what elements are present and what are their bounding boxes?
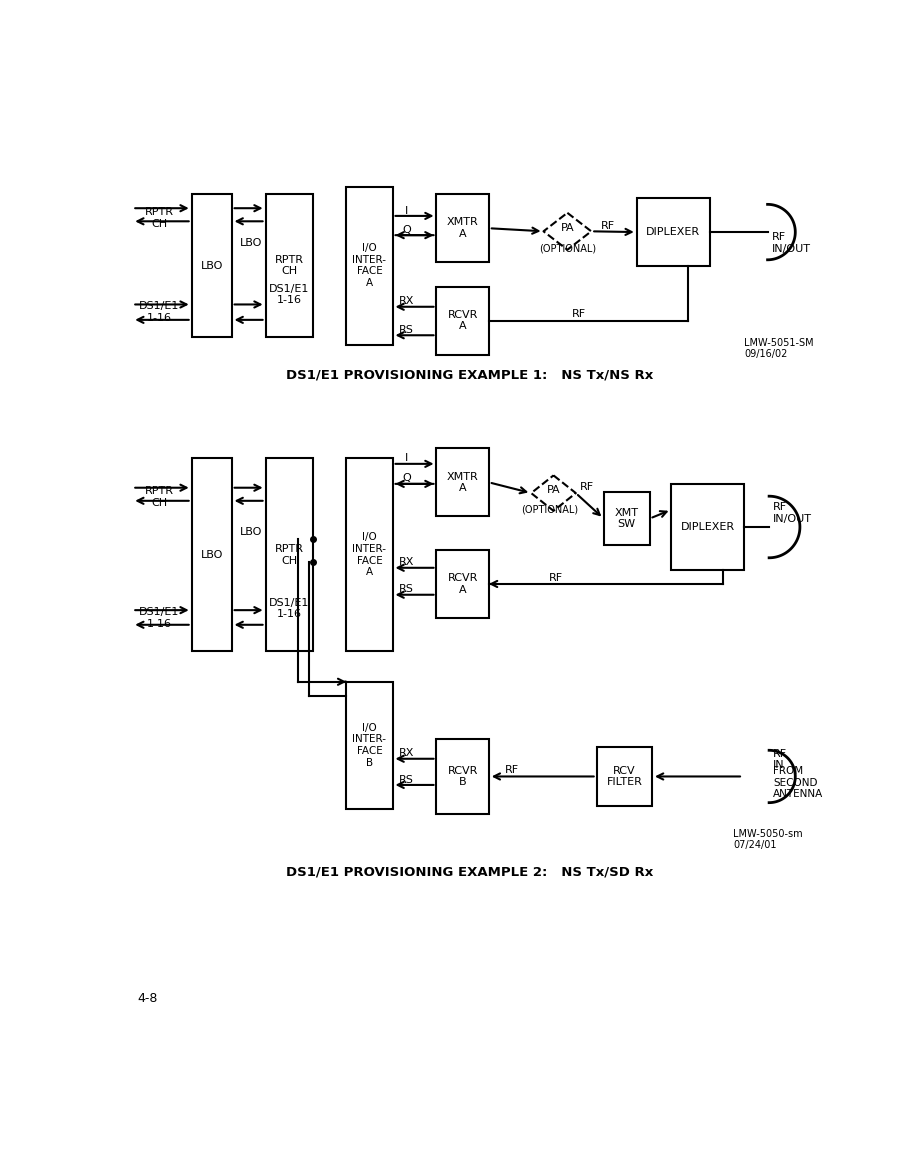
Text: PA: PA	[547, 485, 560, 495]
Text: RCVR
B: RCVR B	[447, 766, 478, 787]
Text: I: I	[404, 454, 408, 463]
Text: FROM
SECOND
ANTENNA: FROM SECOND ANTENNA	[773, 766, 823, 800]
Bar	[266, 459, 314, 651]
Text: RF: RF	[602, 221, 615, 230]
Bar	[603, 492, 650, 545]
Text: I/O
INTER-
FACE
A: I/O INTER- FACE A	[352, 532, 386, 577]
Text: RPTR
CH: RPTR CH	[275, 544, 304, 566]
Bar	[347, 459, 392, 651]
Text: RS: RS	[399, 584, 414, 595]
Bar	[436, 739, 489, 814]
Bar	[192, 459, 232, 651]
Text: LBO: LBO	[201, 549, 223, 560]
Text: Q: Q	[402, 225, 411, 235]
Text: DIPLEXER: DIPLEXER	[680, 521, 735, 532]
Text: RF
IN/OUT: RF IN/OUT	[771, 232, 811, 254]
Bar	[347, 682, 392, 809]
Text: DS1/E1
1-16: DS1/E1 1-16	[270, 598, 310, 619]
Text: 4-8: 4-8	[138, 993, 158, 1006]
Bar	[192, 194, 232, 336]
Text: LBO: LBO	[201, 261, 223, 270]
Text: XMTR
A: XMTR A	[447, 471, 479, 494]
Text: RX: RX	[399, 297, 414, 306]
Text: DS1/E1
1-16: DS1/E1 1-16	[139, 608, 180, 629]
Text: XMT
SW: XMT SW	[614, 508, 638, 530]
Bar	[636, 198, 710, 265]
Text: XMTR
A: XMTR A	[447, 218, 479, 239]
Text: RPTR
CH: RPTR CH	[145, 207, 173, 229]
Text: DS1/E1
1-16: DS1/E1 1-16	[139, 301, 180, 322]
Text: LMW-5051-SM
09/16/02: LMW-5051-SM 09/16/02	[745, 338, 814, 360]
Text: I: I	[404, 206, 408, 215]
Text: RPTR
CH: RPTR CH	[145, 487, 173, 508]
Text: RF: RF	[505, 765, 519, 775]
Text: I/O
INTER-
FACE
A: I/O INTER- FACE A	[352, 243, 386, 288]
Text: RS: RS	[399, 774, 414, 785]
Text: RF
IN: RF IN	[773, 748, 787, 771]
Bar	[436, 448, 489, 516]
Bar	[597, 747, 652, 805]
Text: RF
IN/OUT: RF IN/OUT	[773, 503, 812, 524]
Text: LBO: LBO	[239, 237, 262, 248]
Bar	[436, 551, 489, 618]
Text: RF: RF	[580, 482, 594, 492]
Text: DS1/E1
1-16: DS1/E1 1-16	[270, 284, 310, 305]
Text: (OPTIONAL): (OPTIONAL)	[539, 243, 596, 254]
Bar	[266, 194, 314, 336]
Bar	[671, 484, 745, 570]
Bar	[436, 286, 489, 355]
Text: DS1/E1 PROVISIONING EXAMPLE 2:   NS Tx/SD Rx: DS1/E1 PROVISIONING EXAMPLE 2: NS Tx/SD …	[286, 866, 653, 879]
Text: RF: RF	[548, 573, 563, 583]
Bar	[436, 194, 489, 262]
Text: RCVR
A: RCVR A	[447, 573, 478, 595]
Text: LBO: LBO	[239, 526, 262, 537]
Text: RPTR
CH: RPTR CH	[275, 255, 304, 276]
Text: RX: RX	[399, 748, 414, 759]
Text: Q: Q	[402, 474, 411, 483]
Text: RCV
FILTER: RCV FILTER	[606, 766, 642, 787]
Text: I/O
INTER-
FACE
B: I/O INTER- FACE B	[352, 723, 386, 768]
Text: DS1/E1 PROVISIONING EXAMPLE 1:   NS Tx/NS Rx: DS1/E1 PROVISIONING EXAMPLE 1: NS Tx/NS …	[286, 369, 653, 382]
Bar	[347, 186, 392, 345]
Text: RS: RS	[399, 325, 414, 335]
Text: PA: PA	[560, 223, 574, 233]
Text: RCVR
A: RCVR A	[447, 310, 478, 332]
Text: (OPTIONAL): (OPTIONAL)	[521, 504, 579, 514]
Text: RF: RF	[572, 310, 586, 319]
Text: LMW-5050-sm
07/24/01: LMW-5050-sm 07/24/01	[733, 829, 802, 851]
Text: DIPLEXER: DIPLEXER	[646, 227, 701, 237]
Text: RX: RX	[399, 558, 414, 567]
